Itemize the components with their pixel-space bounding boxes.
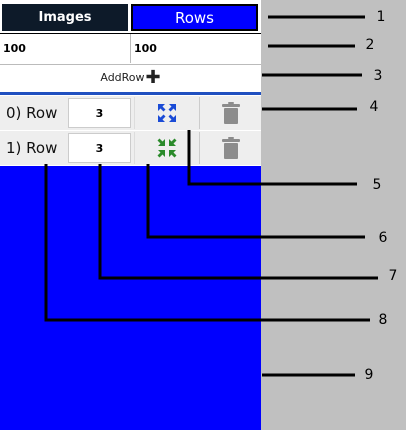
- row-count-input[interactable]: 3: [68, 133, 131, 163]
- callout-number: 9: [364, 367, 374, 383]
- expand-button[interactable]: [134, 97, 198, 129]
- callout-number: 8: [378, 312, 388, 328]
- trash-icon: [222, 102, 240, 124]
- plus-icon: ✚: [145, 66, 161, 88]
- callout-number: 5: [372, 177, 382, 193]
- collapse-icon: [157, 138, 176, 158]
- divider: [0, 92, 261, 95]
- trash-icon: [222, 137, 240, 159]
- tab-images[interactable]: Images: [2, 4, 128, 31]
- height-field[interactable]: 100: [134, 42, 157, 55]
- row-label: 1) Row: [6, 139, 58, 157]
- add-row-button[interactable]: AddRow ✚: [0, 64, 261, 91]
- width-field[interactable]: 100: [0, 34, 131, 63]
- row-item: 0) Row 3: [0, 96, 261, 130]
- row-label: 0) Row: [6, 104, 58, 122]
- callout-number: 7: [388, 268, 398, 284]
- callout-number: 3: [373, 68, 383, 84]
- add-row-label: AddRow: [100, 71, 145, 84]
- collapse-button[interactable]: [134, 132, 198, 164]
- tab-bar: Images Rows: [0, 0, 261, 33]
- size-fields: 100 100: [0, 33, 261, 65]
- tab-rows[interactable]: Rows: [131, 4, 258, 31]
- callout-number: 1: [376, 9, 386, 25]
- delete-row-button[interactable]: [199, 97, 262, 129]
- row-item: 1) Row 3: [0, 131, 261, 165]
- delete-row-button[interactable]: [199, 132, 262, 164]
- preview-area: [0, 166, 261, 430]
- callout-number: 6: [378, 230, 388, 246]
- expand-icon: [157, 104, 176, 122]
- rows-panel: Images Rows 100 100 AddRow ✚ 0) Row 3: [0, 0, 261, 430]
- callout-number: 4: [369, 99, 379, 115]
- row-count-input[interactable]: 3: [68, 98, 131, 128]
- callout-number: 2: [365, 37, 375, 53]
